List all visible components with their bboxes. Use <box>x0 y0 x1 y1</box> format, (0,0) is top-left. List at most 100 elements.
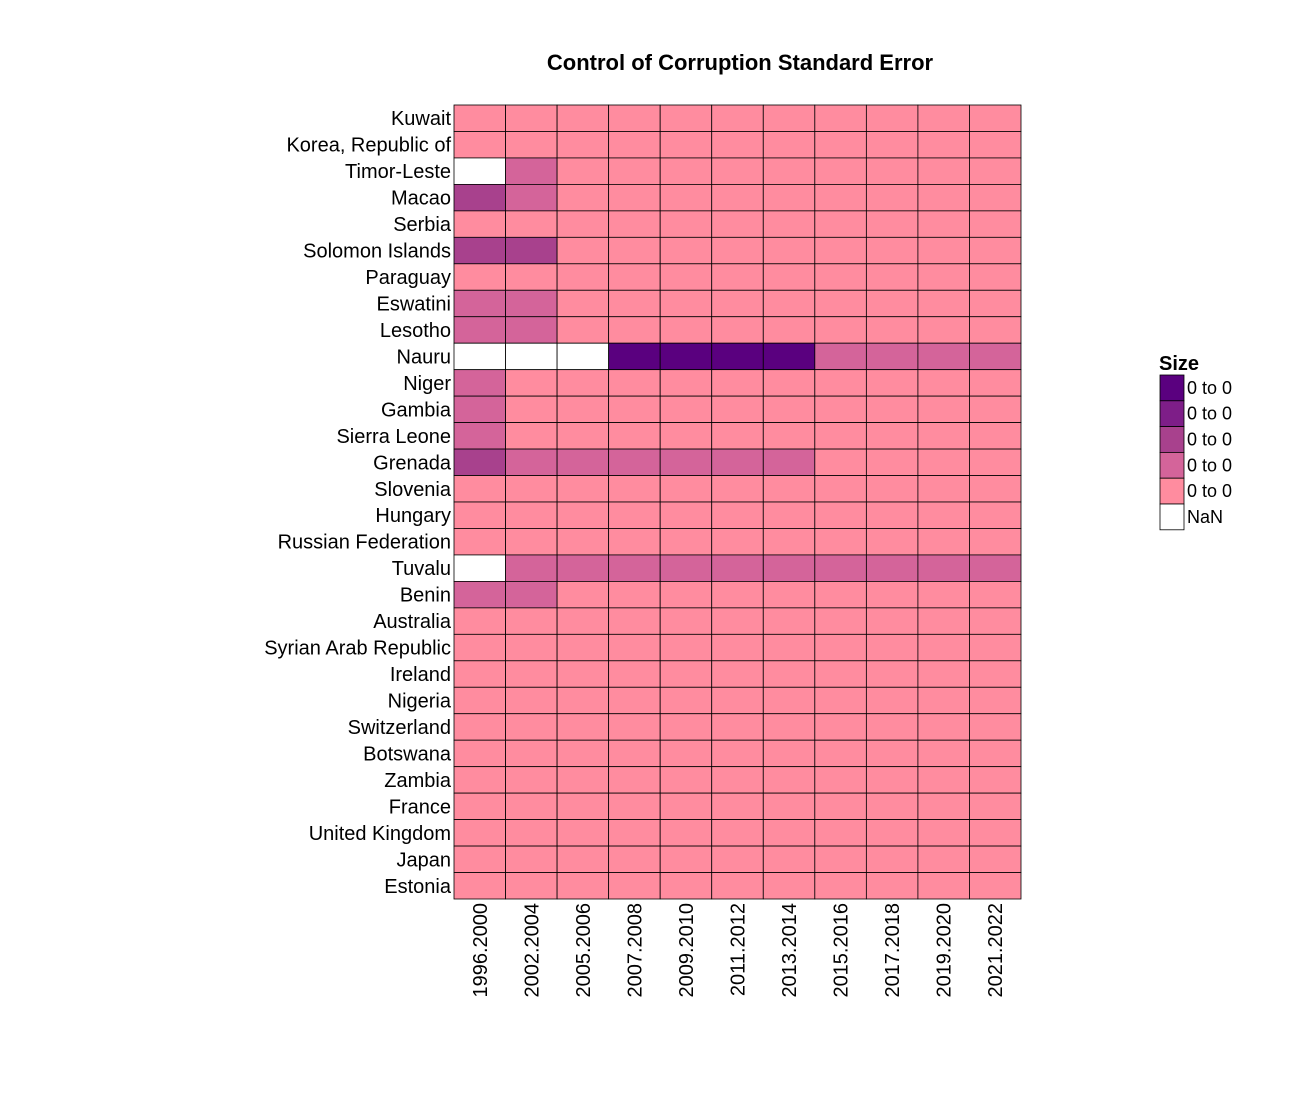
heatmap-cell <box>505 713 558 741</box>
heatmap-cell <box>505 289 558 318</box>
heatmap-cell <box>608 872 661 900</box>
row-labels: Kuwait Korea, Republic of Timor-Leste Macao… <box>264 108 452 898</box>
heatmap-cell <box>659 633 713 662</box>
heatmap-cell <box>762 660 816 688</box>
heatmap-cell <box>865 342 919 371</box>
heatmap-cell <box>865 554 919 582</box>
heatmap-cell <box>505 183 558 212</box>
heatmap-cell <box>814 686 867 715</box>
heatmap-cell <box>453 633 506 662</box>
heatmap-cell <box>505 131 558 159</box>
heatmap-cell <box>505 581 558 609</box>
heatmap-cell <box>969 236 1022 265</box>
heatmap-cell <box>711 475 764 503</box>
row-label: Zambia <box>384 770 452 792</box>
heatmap-cell <box>608 607 661 635</box>
heatmap-cell <box>917 263 970 291</box>
heatmap-cell <box>659 157 713 185</box>
heatmap-cell <box>505 263 558 291</box>
heatmap-cell <box>556 183 610 212</box>
heatmap-cell <box>969 342 1022 371</box>
heatmap-cell <box>917 766 970 794</box>
heatmap-cell <box>659 766 713 794</box>
heatmap-cell <box>453 528 506 556</box>
heatmap-cell <box>659 713 713 741</box>
heatmap-cell <box>556 316 610 344</box>
heatmap-cell <box>453 581 506 609</box>
heatmap-cell <box>505 475 558 503</box>
heatmap-cell <box>865 501 919 529</box>
heatmap-cell <box>762 236 816 265</box>
heatmap-cell <box>762 183 816 212</box>
heatmap-cell <box>762 369 816 397</box>
heatmap-cell <box>556 581 610 609</box>
heatmap-cell <box>969 554 1022 582</box>
legend-label: 0 to 0 <box>1187 378 1232 398</box>
heatmap-cell <box>608 263 661 291</box>
heatmap-cell <box>814 766 867 794</box>
heatmap-cell <box>814 633 867 662</box>
heatmap-cell <box>762 528 816 556</box>
heatmap-cell <box>969 157 1022 185</box>
heatmap-cell <box>711 448 764 476</box>
heatmap-cell <box>505 819 558 847</box>
heatmap-cell <box>505 342 558 371</box>
heatmap-cell <box>659 819 713 847</box>
heatmap-cell <box>814 316 867 344</box>
heatmap-cell <box>505 422 558 450</box>
heatmap-cell <box>608 183 661 212</box>
heatmap-cell <box>711 157 764 185</box>
heatmap-cell <box>608 369 661 397</box>
heatmap-cell <box>608 289 661 318</box>
heatmap-cell <box>659 289 713 318</box>
heatmap-cell <box>969 131 1022 159</box>
heatmap-cell <box>762 686 816 715</box>
heatmap-cell <box>917 819 970 847</box>
heatmap-cell <box>453 316 506 344</box>
heatmap-cell <box>917 157 970 185</box>
heatmap-cell <box>505 236 558 265</box>
heatmap-cell <box>505 792 558 821</box>
legend: Size 0 to 0 0 to 0 0 to 0 0 to 0 0 to 0 NaN <box>1159 353 1232 531</box>
heatmap-cell <box>608 236 661 265</box>
heatmap-cell <box>711 263 764 291</box>
heatmap-cell <box>969 607 1022 635</box>
heatmap-cell <box>969 660 1022 688</box>
heatmap-cell <box>711 236 764 265</box>
heatmap-cell <box>608 581 661 609</box>
heatmap-cell <box>814 210 867 238</box>
heatmap-cell <box>917 633 970 662</box>
heatmap-cell <box>917 289 970 318</box>
heatmap-cell <box>969 633 1022 662</box>
row-label: Timor-Leste <box>345 161 451 183</box>
heatmap-cell <box>453 342 506 371</box>
heatmap-cell <box>608 660 661 688</box>
heatmap-cell <box>917 316 970 344</box>
heatmap-cell <box>659 183 713 212</box>
heatmap-cell <box>608 739 661 768</box>
heatmap-cell <box>865 316 919 344</box>
column-labels: 1996.2000 2002.2004 2005.2006 2007.2008 2009… <box>470 903 1007 998</box>
heatmap-cell <box>969 501 1022 529</box>
heatmap-cell <box>865 872 919 900</box>
heatmap-cell <box>556 845 610 873</box>
heatmap-cell <box>969 289 1022 318</box>
legend-swatch <box>1159 426 1185 453</box>
row-label: Paraguay <box>365 267 451 289</box>
heatmap-cell <box>659 607 713 635</box>
heatmap-cell <box>814 289 867 318</box>
heatmap-cell <box>865 792 919 821</box>
heatmap-cell <box>659 660 713 688</box>
heatmap-cell <box>453 845 506 873</box>
row-label: Gambia <box>381 399 452 421</box>
heatmap-cell <box>556 131 610 159</box>
heatmap-cell <box>711 528 764 556</box>
heatmap-cell <box>659 554 713 582</box>
heatmap-cell <box>969 792 1022 821</box>
heatmap-cell <box>814 581 867 609</box>
heatmap-cell <box>711 554 764 582</box>
heatmap-cell <box>917 448 970 476</box>
heatmap-cell <box>453 289 506 318</box>
heatmap-cell <box>762 845 816 873</box>
heatmap-cell <box>814 448 867 476</box>
